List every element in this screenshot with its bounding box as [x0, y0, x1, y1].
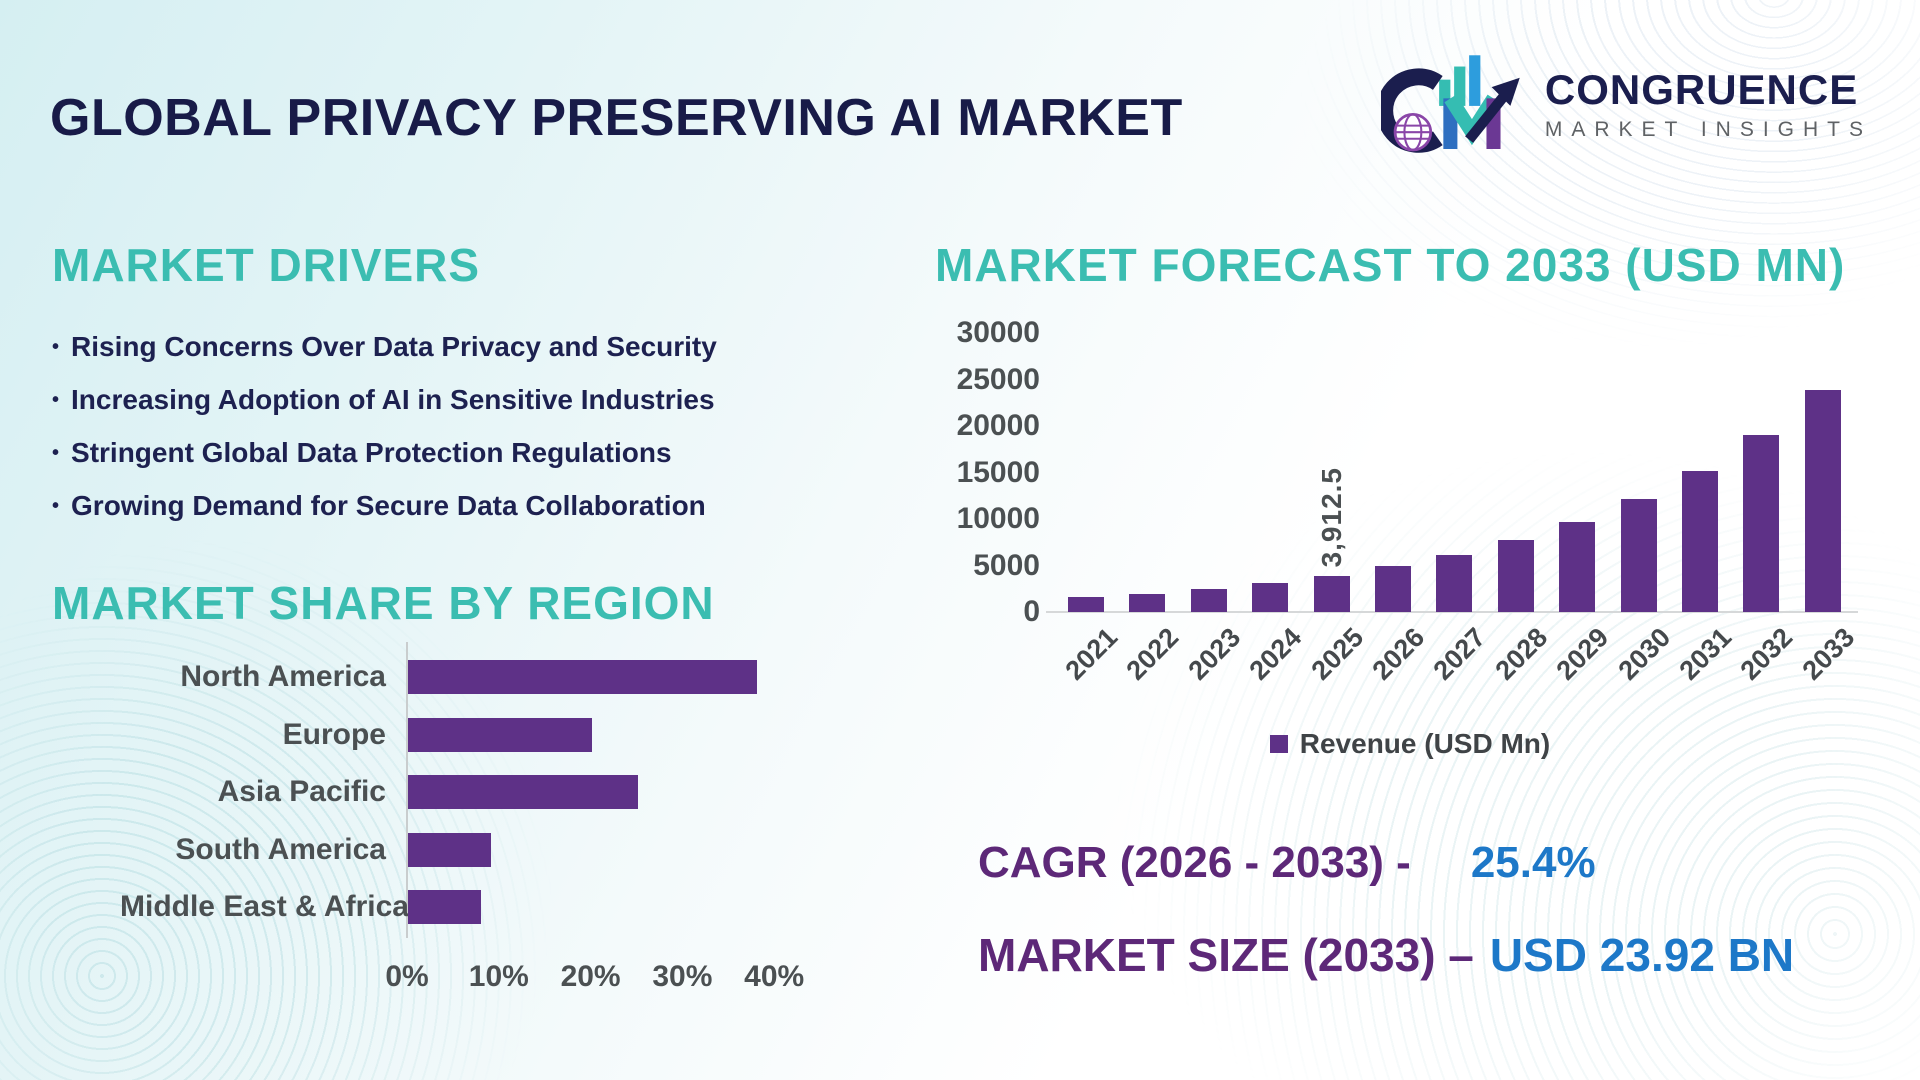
- forecast-bar: [1190, 588, 1227, 612]
- market-size-label: MARKET SIZE (2033) –: [978, 929, 1474, 981]
- region-label: Europe: [282, 717, 386, 751]
- logo-text: CONGRUENCE MARKET INSIGHTS: [1544, 66, 1872, 141]
- forecast-bar: [1436, 554, 1473, 612]
- forecast-bar: [1743, 434, 1780, 612]
- driver-text: Rising Concerns Over Data Privacy and Se…: [71, 331, 717, 362]
- forecast-chart-legend: Revenue (USD Mn): [940, 728, 1880, 760]
- region-chart-y-axis-line: [406, 642, 408, 938]
- region-axis-tick-label: 30%: [652, 960, 713, 993]
- forecast-chart-heading: MARKET FORECAST TO 2033 (USD MN): [935, 239, 1846, 291]
- forecast-bar: [1313, 575, 1350, 612]
- region-share-bar-chart: North America Europe Asia Pacific South Ame…: [120, 642, 880, 1008]
- driver-text: Growing Demand for Secure Data Collabora…: [71, 490, 706, 521]
- forecast-bar-chart: Revenue (USD Mn) 0 5000 10000 15000 20000 250…: [940, 316, 1880, 770]
- region-axis-tick-label: 20%: [560, 960, 621, 993]
- forecast-bar: [1375, 566, 1411, 612]
- market-size-value: USD 23.92 BN: [1489, 929, 1795, 981]
- forecast-axis-tick-label: 25000: [956, 362, 1040, 396]
- region-label: Middle East & Africa: [120, 890, 409, 923]
- forecast-bar: [1252, 582, 1289, 612]
- forecast-data-label: 3,912.5: [1315, 467, 1347, 568]
- forecast-bar: [1620, 499, 1657, 612]
- driver-text: Increasing Adoption of AI in Sensitive I…: [71, 384, 715, 415]
- forecast-axis-tick-label: 0: [1023, 595, 1040, 628]
- region-chart-heading: MARKET SHARE BY REGION: [52, 577, 715, 629]
- bullet-icon: •: [52, 388, 60, 411]
- bullet-icon: •: [52, 441, 60, 464]
- driver-item: • Growing Demand for Secure Data Collabor…: [52, 489, 717, 523]
- region-bar: [408, 717, 592, 752]
- bullet-icon: •: [52, 494, 60, 517]
- forecast-axis-tick-label: 15000: [956, 455, 1040, 489]
- forecast-bar: [1068, 597, 1104, 612]
- forecast-bar: [1497, 540, 1534, 612]
- region-label: North America: [180, 660, 386, 693]
- region-bar: [408, 660, 757, 694]
- forecast-chart-x-axis-line: [1046, 611, 1858, 613]
- region-axis-tick-label: 10%: [468, 960, 529, 993]
- driver-item: • Increasing Adoption of AI in Sensitive …: [52, 383, 717, 417]
- region-bar: [408, 890, 482, 924]
- driver-text: Stringent Global Data Protection Regulat…: [71, 437, 672, 468]
- region-label: Asia Pacific: [217, 775, 386, 808]
- region-bar: [408, 832, 491, 867]
- logo-tagline: MARKET INSIGHTS: [1544, 118, 1872, 141]
- logo-cm-icon: [1380, 55, 1520, 153]
- market-drivers-heading: MARKET DRIVERS: [52, 239, 481, 291]
- forecast-axis-tick-label: 5000: [973, 548, 1040, 582]
- forecast-bar: [1129, 593, 1166, 612]
- page-title: GLOBAL PRIVACY PRESERVING AI MARKET: [50, 89, 1183, 147]
- driver-item: • Rising Concerns Over Data Privacy and S…: [52, 330, 717, 364]
- cagr-label: CAGR (2026 - 2033) -: [978, 838, 1411, 887]
- forecast-axis-tick-label: 10000: [956, 502, 1040, 535]
- forecast-bar: [1559, 522, 1596, 612]
- forecast-bar: [1682, 470, 1718, 612]
- forecast-bar: [1804, 389, 1841, 612]
- market-size-stat-line: MARKET SIZE (2033) – USD 23.92 BN: [978, 928, 1794, 982]
- cagr-value: 25.4%: [1470, 838, 1596, 887]
- forecast-axis-tick-label: 30000: [956, 316, 1040, 349]
- region-axis-tick-label: 0%: [385, 960, 429, 993]
- cagr-stat-line: CAGR (2026 - 2033) - 25.4%: [978, 838, 1596, 888]
- region-label: South America: [175, 832, 386, 866]
- legend-swatch-icon: [1269, 735, 1288, 753]
- market-drivers-list: • Rising Concerns Over Data Privacy and S…: [52, 330, 717, 542]
- region-bar: [408, 775, 638, 809]
- bullet-icon: •: [52, 335, 60, 358]
- region-axis-tick-label: 40%: [744, 960, 805, 993]
- legend-label: Revenue (USD Mn): [1299, 728, 1551, 759]
- brand-logo: CONGRUENCE MARKET INSIGHTS: [1380, 42, 1872, 167]
- forecast-axis-tick-label: 20000: [956, 409, 1040, 442]
- logo-brand-name: CONGRUENCE: [1544, 66, 1859, 113]
- logo-globe-icon: [1393, 112, 1432, 152]
- driver-item: • Stringent Global Data Protection Regula…: [52, 436, 717, 470]
